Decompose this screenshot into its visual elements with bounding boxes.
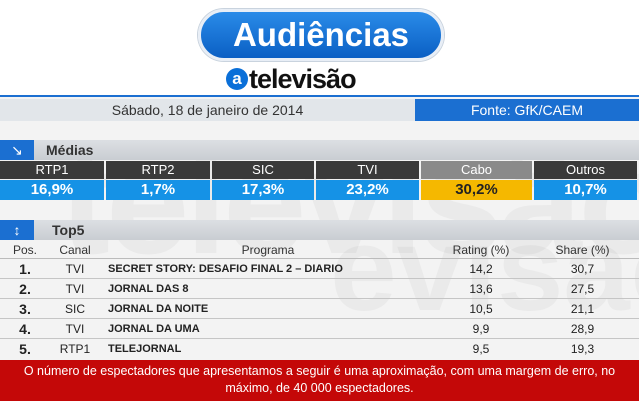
top5-section-header: ↕ Top5: [0, 220, 639, 240]
channel-share-highlight: 30,2%: [421, 180, 532, 200]
row-share: 27,5: [570, 282, 595, 296]
top5-table-header: Pos. Canal Programa Rating (%) Share (%): [0, 241, 639, 259]
col-share: Share (%): [555, 243, 610, 257]
channel-share: 10,7%: [534, 180, 637, 200]
row-programa: TELEJORNAL: [108, 343, 182, 355]
row-programa: SECRET STORY: DESAFIO FINAL 2 – DIARIO: [108, 263, 343, 275]
table-row: 1. TVI SECRET STORY: DESAFIO FINAL 2 – D…: [0, 260, 639, 279]
row-canal: RTP1: [59, 342, 91, 356]
arrow-up-down-icon: ↕: [0, 220, 34, 240]
channel-share: 17,3%: [212, 180, 314, 200]
table-row: 2. TVI JORNAL DAS 8 13,6 27,5: [0, 280, 639, 299]
channel-names-row: RTP1 RTP2 SIC TVI Cabo Outros: [0, 161, 639, 179]
top5-section-label: Top5: [52, 222, 85, 238]
row-rating: 13,6: [469, 282, 493, 296]
row-pos: 1.: [19, 261, 31, 277]
row-programa: JORNAL DA NOITE: [108, 303, 209, 315]
row-share: 19,3: [570, 342, 595, 356]
col-programa: Programa: [241, 243, 295, 257]
source-label: Fonte: GfK/CAEM: [415, 99, 639, 121]
channel-name: RTP1: [0, 161, 104, 179]
row-pos: 3.: [19, 301, 31, 317]
row-rating: 9,9: [472, 322, 490, 336]
row-programa: JORNAL DA UMA: [108, 323, 200, 335]
channel-name: SIC: [212, 161, 314, 179]
row-programa: JORNAL DAS 8: [108, 283, 189, 295]
row-rating: 14,2: [469, 262, 493, 276]
date-label: Sábado, 18 de janeiro de 2014: [0, 99, 415, 121]
table-row: 4. TVI JORNAL DA UMA 9,9 28,9: [0, 320, 639, 339]
channel-share: 16,9%: [0, 180, 104, 200]
row-pos: 4.: [19, 321, 31, 337]
col-pos: Pos.: [12, 243, 37, 257]
disclaimer-note: O número de espectadores que apresentamo…: [0, 360, 639, 401]
page-title: Audiências: [198, 9, 444, 61]
row-pos: 5.: [19, 341, 31, 357]
channel-share: 23,2%: [316, 180, 419, 200]
table-row: 5. RTP1 TELEJORNAL 9,5 19,3: [0, 340, 639, 359]
col-canal: Canal: [59, 243, 91, 257]
row-canal: TVI: [65, 282, 85, 296]
row-canal: SIC: [64, 302, 85, 316]
logo-mark: a: [226, 68, 248, 90]
row-canal: TVI: [65, 262, 85, 276]
channel-name: TVI: [316, 161, 419, 179]
header-divider: [0, 95, 639, 97]
table-row: 3. SIC JORNAL DA NOITE 10,5 21,1: [0, 300, 639, 319]
medias-section-label: Médias: [46, 142, 94, 158]
arrow-down-right-icon: ↘: [0, 140, 34, 160]
row-rating: 10,5: [469, 302, 493, 316]
row-share: 21,1: [570, 302, 595, 316]
channel-name: RTP2: [106, 161, 210, 179]
channel-share: 1,7%: [106, 180, 210, 200]
channel-name: Cabo: [421, 161, 532, 179]
row-share: 28,9: [570, 322, 595, 336]
televisao-logo: a televisão: [226, 63, 357, 94]
channel-name: Outros: [534, 161, 637, 179]
row-rating: 9,5: [472, 342, 490, 356]
row-pos: 2.: [19, 281, 31, 297]
col-rating: Rating (%): [452, 243, 510, 257]
medias-section-header: ↘ Médias: [0, 140, 639, 160]
row-share: 30,7: [570, 262, 595, 276]
row-canal: TVI: [65, 322, 85, 336]
logo-text: televisão: [249, 63, 357, 94]
channel-values-row: 16,9% 1,7% 17,3% 23,2% 30,2% 10,7%: [0, 180, 639, 200]
